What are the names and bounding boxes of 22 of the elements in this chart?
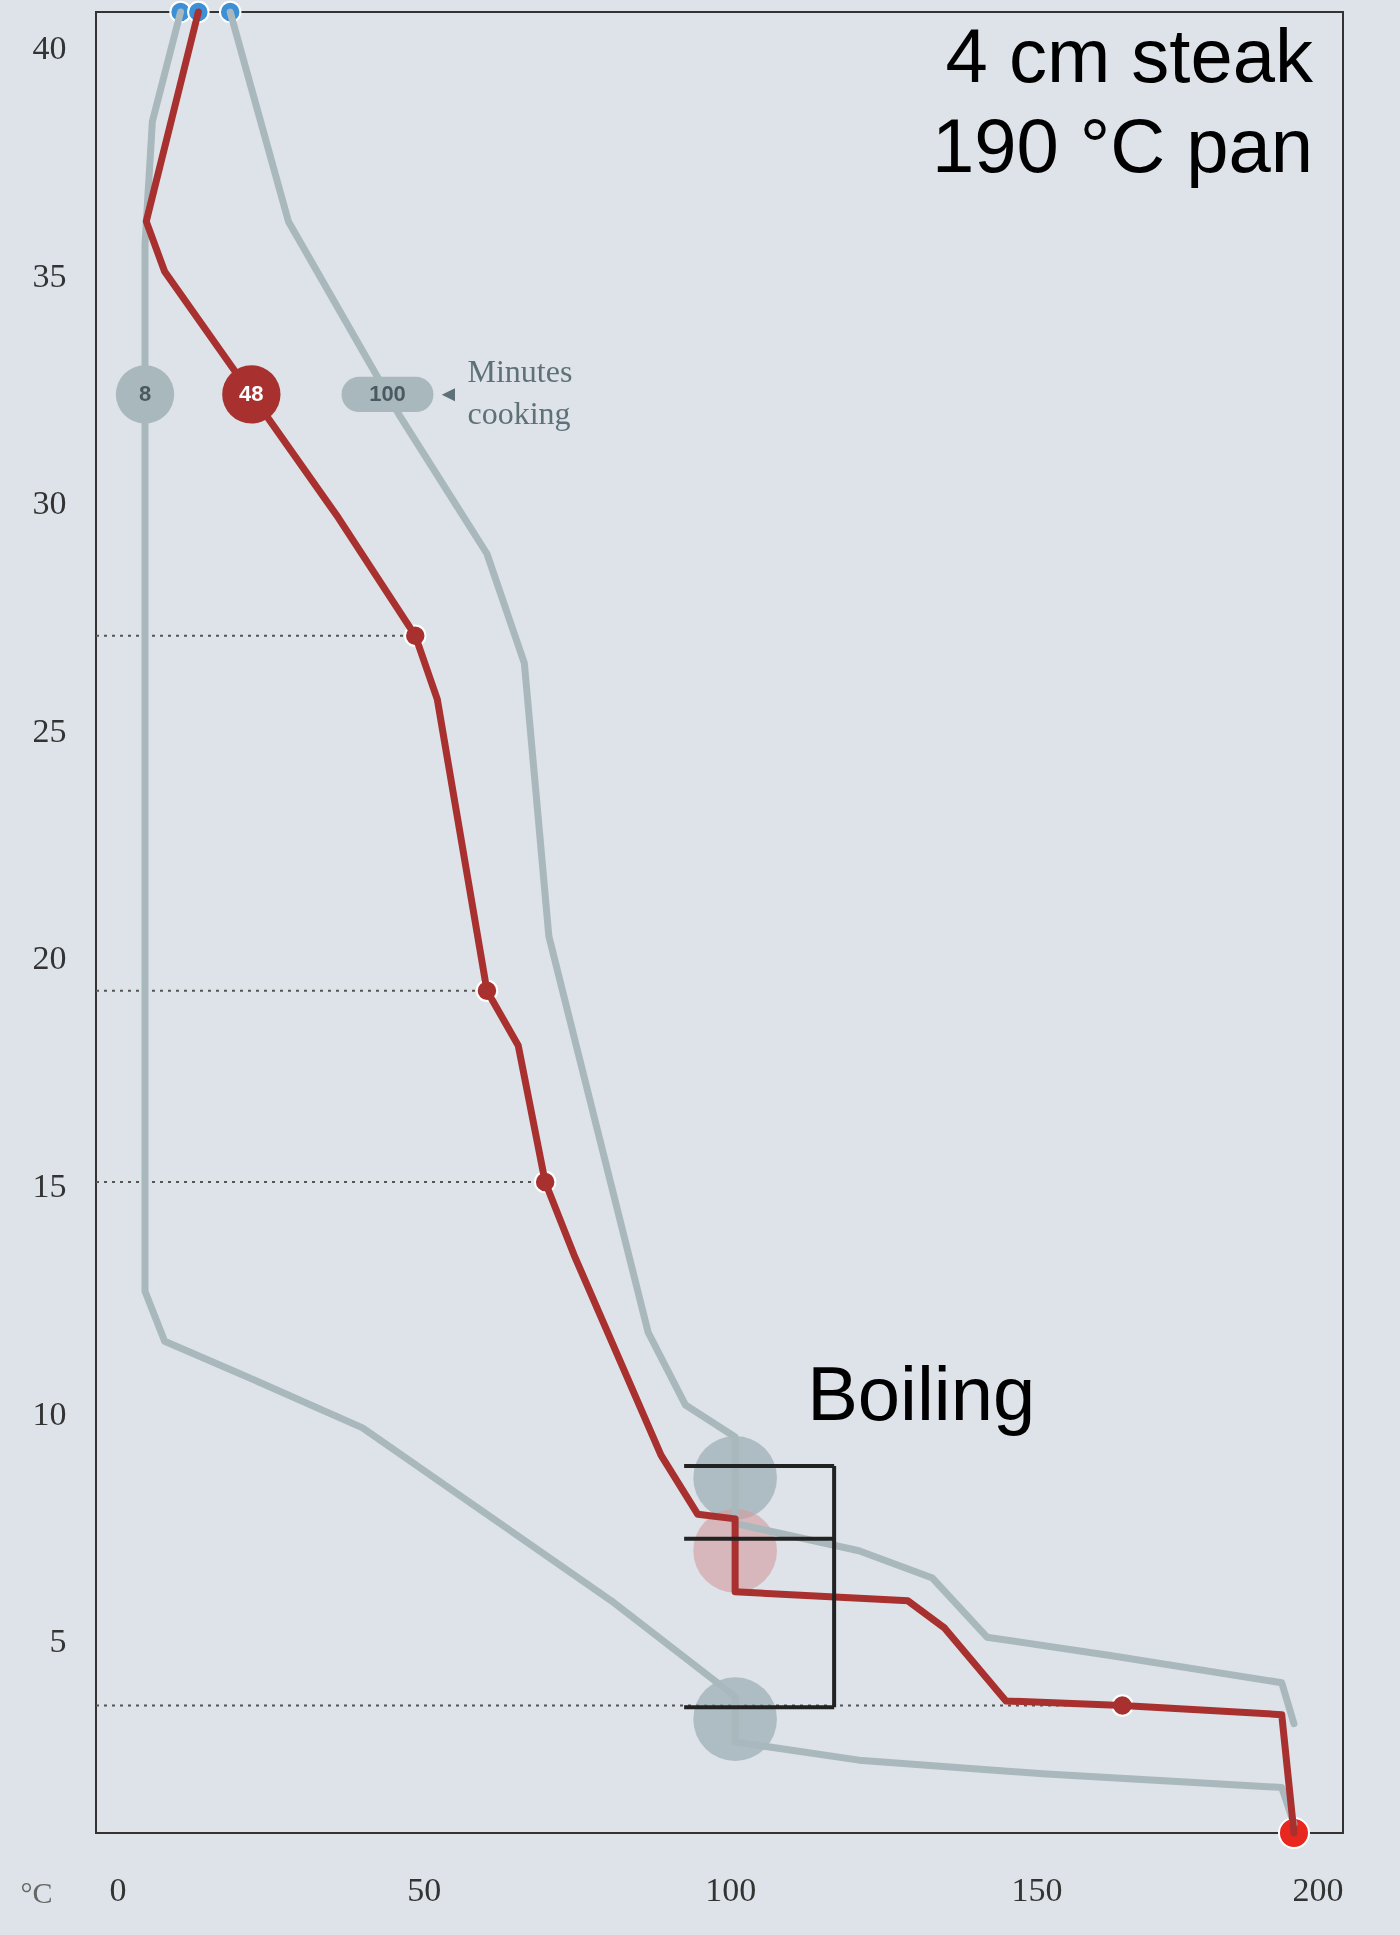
y-tick-label: 5 [49,1622,67,1660]
chart-title: 4 cm steak [945,13,1314,98]
y-tick-label: 15 [32,1167,67,1205]
y-tick-label: 40 [32,28,67,66]
series-label: 48 [239,381,264,407]
annotation: ◄ [437,381,460,407]
x-axis-title: °C [20,1875,53,1909]
series-label: 100 [369,381,406,407]
y-tick-label: 25 [32,711,67,749]
annotation: Boiling [807,1350,1036,1436]
x-tick-label: 0 [109,1870,127,1908]
annotation: Minutes cooking [467,353,573,432]
series-label: 8 [138,381,152,407]
x-tick-label: 100 [705,1870,757,1908]
y-tick-label: 35 [32,256,67,294]
x-tick-label: 150 [1011,1870,1063,1908]
x-tick-label: 50 [407,1870,442,1908]
text: 190 °C pan [931,103,1313,188]
y-tick-label: 10 [32,1394,67,1432]
x-tick-label: 200 [1292,1870,1344,1908]
y-tick-label: 20 [32,939,67,977]
y-tick-label: 30 [32,484,67,522]
